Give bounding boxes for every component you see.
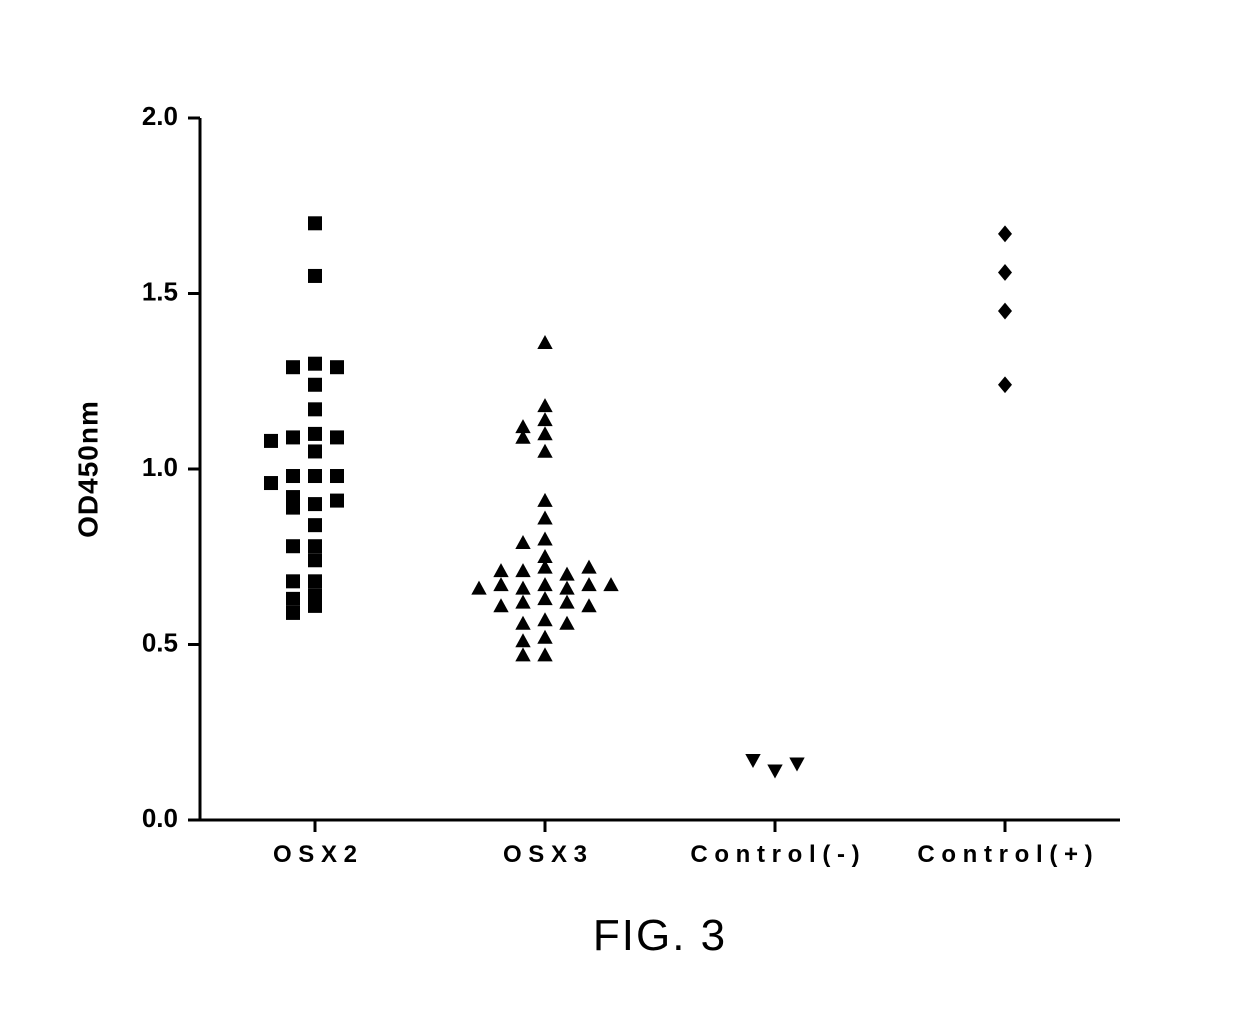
data-point [308, 378, 322, 392]
data-point [537, 612, 552, 626]
data-point [537, 647, 552, 661]
data-point [286, 592, 300, 606]
data-point [493, 563, 508, 577]
data-point [308, 539, 322, 553]
data-point [308, 553, 322, 567]
data-point [559, 595, 574, 609]
data-point [286, 539, 300, 553]
data-point [537, 444, 552, 458]
data-point [493, 598, 508, 612]
data-point [998, 376, 1012, 393]
data-point [998, 264, 1012, 281]
data-point [537, 577, 552, 591]
data-point [308, 469, 322, 483]
data-point [515, 616, 530, 630]
data-point [537, 398, 552, 412]
data-point [286, 574, 300, 588]
data-point [286, 360, 300, 374]
data-point [308, 599, 322, 613]
data-point [286, 430, 300, 444]
data-point [515, 647, 530, 661]
x-category-label: C o n t r o l ( - ) [690, 841, 859, 868]
figure-label: FIG. 3 [593, 911, 727, 960]
data-point [998, 303, 1012, 320]
data-point [264, 476, 278, 490]
data-point [308, 497, 322, 511]
data-point [286, 501, 300, 515]
data-point [537, 510, 552, 524]
data-point [581, 560, 596, 574]
data-point [515, 535, 530, 549]
data-point [308, 269, 322, 283]
data-point [330, 360, 344, 374]
data-point [537, 532, 552, 546]
x-category-label: O S X 2 [273, 841, 357, 868]
data-point [581, 598, 596, 612]
data-point [537, 591, 552, 605]
data-point [581, 577, 596, 591]
y-tick-label: 2.0 [142, 101, 178, 131]
data-point [493, 577, 508, 591]
y-tick-label: 0.0 [142, 803, 178, 833]
y-tick-label: 0.5 [142, 627, 178, 657]
data-point [471, 581, 486, 595]
data-point [559, 616, 574, 630]
data-point [308, 357, 322, 371]
chart-svg: 0.0 0.5 1.0 1.5 2.0 OD450nm O S X 2 O S X 3 C o … [0, 0, 1240, 1014]
data-point [767, 765, 782, 779]
data-point [537, 335, 552, 349]
data-point [330, 430, 344, 444]
x-category-label: C o n t r o l ( + ) [917, 841, 1092, 868]
x-category-label: O S X 3 [503, 841, 587, 868]
data-point [286, 469, 300, 483]
data-point [308, 427, 322, 441]
data-point [308, 574, 322, 588]
scatter-chart: 0.0 0.5 1.0 1.5 2.0 OD450nm O S X 2 O S X 3 C o … [0, 0, 1240, 1014]
data-point [515, 633, 530, 647]
data-point [308, 518, 322, 532]
data-point [264, 434, 278, 448]
data-point [537, 493, 552, 507]
data-point [515, 563, 530, 577]
data-point [515, 595, 530, 609]
data-point [330, 494, 344, 508]
data-point [603, 577, 618, 591]
data-point [308, 402, 322, 416]
data-point [537, 412, 552, 426]
data-point [537, 426, 552, 440]
data-point [745, 754, 760, 768]
y-axis-label: OD450nm [72, 400, 103, 538]
data-point [308, 216, 322, 230]
data-point [330, 469, 344, 483]
data-point [998, 225, 1012, 242]
data-point [537, 630, 552, 644]
data-point [789, 758, 804, 772]
y-tick-label: 1.5 [142, 276, 178, 306]
data-point [286, 606, 300, 620]
data-point [559, 567, 574, 581]
data-point [559, 581, 574, 595]
y-tick-label: 1.0 [142, 452, 178, 482]
data-point [515, 581, 530, 595]
data-point [308, 444, 322, 458]
